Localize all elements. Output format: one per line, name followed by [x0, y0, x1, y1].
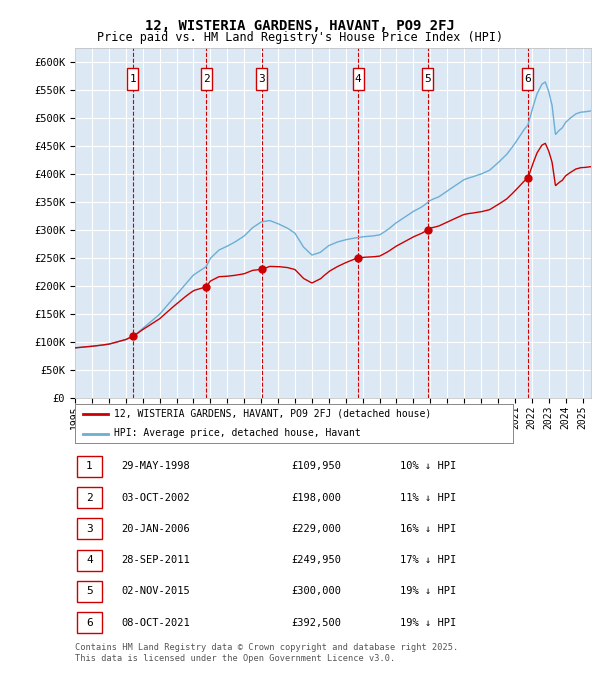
Text: 12, WISTERIA GARDENS, HAVANT, PO9 2FJ: 12, WISTERIA GARDENS, HAVANT, PO9 2FJ — [145, 19, 455, 33]
Text: 5: 5 — [424, 74, 431, 84]
Text: 19% ↓ HPI: 19% ↓ HPI — [400, 617, 457, 628]
Bar — [256, 68, 268, 90]
Text: £229,000: £229,000 — [292, 524, 342, 534]
Text: 12, WISTERIA GARDENS, HAVANT, PO9 2FJ (detached house): 12, WISTERIA GARDENS, HAVANT, PO9 2FJ (d… — [115, 409, 431, 419]
Text: 2: 2 — [86, 492, 93, 503]
Bar — [523, 68, 533, 90]
Text: £249,950: £249,950 — [292, 555, 342, 565]
Text: Contains HM Land Registry data © Crown copyright and database right 2025.
This d: Contains HM Land Registry data © Crown c… — [75, 643, 458, 663]
Text: 08-OCT-2021: 08-OCT-2021 — [121, 617, 190, 628]
Text: 03-OCT-2002: 03-OCT-2002 — [121, 492, 190, 503]
Text: 29-MAY-1998: 29-MAY-1998 — [121, 461, 190, 471]
Bar — [77, 456, 102, 477]
Bar — [77, 518, 102, 539]
Text: 1: 1 — [130, 74, 136, 84]
Text: £109,950: £109,950 — [292, 461, 342, 471]
Bar — [77, 487, 102, 508]
Bar — [77, 549, 102, 571]
Text: 28-SEP-2011: 28-SEP-2011 — [121, 555, 190, 565]
Text: 5: 5 — [86, 586, 93, 596]
Bar — [77, 612, 102, 633]
Text: 16% ↓ HPI: 16% ↓ HPI — [400, 524, 457, 534]
Bar — [422, 68, 433, 90]
Text: 2: 2 — [203, 74, 209, 84]
Text: 6: 6 — [524, 74, 531, 84]
Text: HPI: Average price, detached house, Havant: HPI: Average price, detached house, Hava… — [115, 428, 361, 439]
Text: 4: 4 — [86, 555, 93, 565]
Text: 6: 6 — [86, 617, 93, 628]
Text: Price paid vs. HM Land Registry's House Price Index (HPI): Price paid vs. HM Land Registry's House … — [97, 31, 503, 44]
Text: 20-JAN-2006: 20-JAN-2006 — [121, 524, 190, 534]
Text: 3: 3 — [86, 524, 93, 534]
Text: £392,500: £392,500 — [292, 617, 342, 628]
Text: £300,000: £300,000 — [292, 586, 342, 596]
Text: 11% ↓ HPI: 11% ↓ HPI — [400, 492, 457, 503]
Text: 17% ↓ HPI: 17% ↓ HPI — [400, 555, 457, 565]
Text: 19% ↓ HPI: 19% ↓ HPI — [400, 586, 457, 596]
Text: 02-NOV-2015: 02-NOV-2015 — [121, 586, 190, 596]
Bar — [200, 68, 212, 90]
Text: 4: 4 — [355, 74, 362, 84]
Text: £198,000: £198,000 — [292, 492, 342, 503]
Text: 10% ↓ HPI: 10% ↓ HPI — [400, 461, 457, 471]
Text: 1: 1 — [86, 461, 93, 471]
Bar — [353, 68, 364, 90]
Text: 3: 3 — [259, 74, 265, 84]
Bar — [77, 581, 102, 602]
Bar — [127, 68, 138, 90]
